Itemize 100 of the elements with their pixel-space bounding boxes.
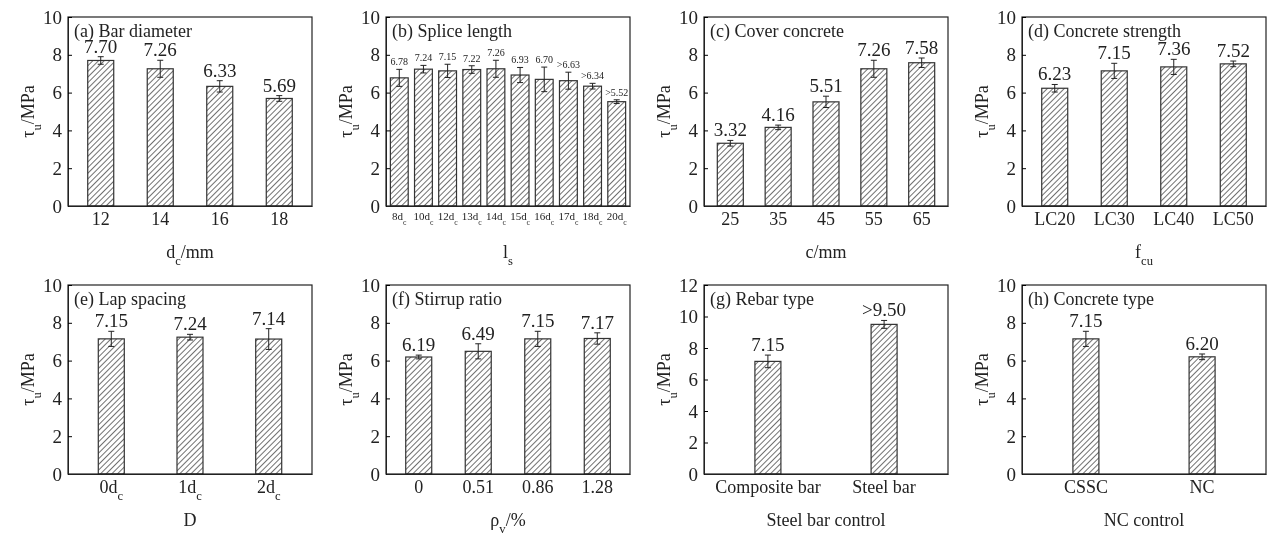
data-label: 7.58	[905, 37, 939, 59]
y-tick-label: 10	[43, 274, 62, 296]
y-tick-label: 8	[52, 44, 62, 66]
y-tick-label: 2	[1006, 425, 1016, 447]
y-tick-label: 8	[370, 312, 380, 334]
chart-title: (c) Cover concrete	[710, 21, 844, 42]
x-tick-label: 10d$_{c}$	[413, 209, 434, 227]
bar	[265, 97, 293, 207]
bar	[908, 62, 936, 207]
y-tick-label: 4	[1006, 387, 1017, 409]
bar	[607, 101, 627, 207]
data-label: 7.52	[1216, 40, 1250, 62]
y-tick-label: 4	[370, 387, 381, 409]
x-axis-title: NC control	[1103, 510, 1185, 530]
x-tick-label: 16d$_{c}$	[534, 209, 555, 227]
bar	[524, 338, 552, 475]
x-tick-label: LC30	[1093, 208, 1135, 229]
y-tick-label: 2	[370, 157, 380, 179]
x-tick-label: 14d$_{c}$	[485, 209, 507, 227]
y-tick-label: 4	[688, 119, 699, 141]
x-tick-label: LC20	[1034, 208, 1076, 229]
chart-title: (h) Concrete type	[1028, 289, 1154, 310]
x-tick-label: 2d$_{c}$	[256, 476, 281, 503]
x-tick-label: 0	[414, 476, 424, 497]
x-tick-label: 16	[210, 208, 229, 229]
x-tick-label: Steel bar	[852, 476, 916, 497]
x-axis-title: Steel bar control	[766, 510, 886, 530]
y-tick-label: 4	[688, 400, 699, 422]
x-tick-label: 8d$_{c}$	[392, 209, 408, 227]
x-tick-label: 1d$_{c}$	[178, 476, 203, 503]
y-tick-label: 8	[1006, 312, 1016, 334]
chart-title: (e) Lap spacing	[74, 289, 186, 310]
y-tick-label: 10	[997, 274, 1016, 296]
x-tick-label: 0.51	[462, 476, 494, 497]
y-tick-label: 2	[52, 157, 62, 179]
bar	[1160, 66, 1188, 207]
data-label: 6.20	[1185, 332, 1219, 354]
x-tick-label: 20d$_{c}$	[606, 209, 628, 227]
x-tick-label: 18d$_{c}$	[582, 209, 604, 227]
bar	[812, 101, 840, 207]
bar	[764, 126, 792, 207]
x-tick-label: 12	[91, 208, 110, 229]
data-label: 6.70	[535, 54, 553, 66]
data-label: 7.15	[751, 334, 785, 356]
data-label: >5.52	[605, 86, 629, 98]
x-axis-title: c/mm	[805, 242, 847, 262]
x-tick-label: 14	[151, 208, 170, 229]
x-tick-label: 65	[912, 208, 931, 229]
data-label: 7.17	[580, 311, 614, 333]
bar	[1219, 63, 1247, 207]
y-tick-label: 2	[688, 432, 698, 454]
data-label: 7.14	[252, 307, 286, 329]
x-tick-label: Composite bar	[715, 476, 821, 497]
bar	[462, 68, 482, 207]
y-tick-label: 6	[688, 82, 698, 104]
y-tick-label: 2	[688, 157, 698, 179]
chart-title: (f) Stirrup ratio	[392, 289, 502, 310]
bar	[405, 356, 433, 475]
x-tick-label: 25	[721, 208, 740, 229]
y-tick-label: 6	[1006, 82, 1016, 104]
bar	[206, 85, 234, 207]
y-tick-label: 6	[370, 82, 380, 104]
data-label: 7.26	[857, 39, 891, 61]
bar	[583, 337, 611, 475]
x-tick-label: 13d$_{c}$	[461, 209, 483, 227]
y-tick-label: 10	[361, 274, 380, 296]
y-tick-label: 4	[1006, 119, 1017, 141]
x-axis-title: l$_{s}$	[503, 242, 514, 268]
y-tick-label: 8	[1006, 44, 1016, 66]
bar	[146, 68, 174, 207]
x-tick-label: 35	[769, 208, 788, 229]
x-tick-label: 0d$_{c}$	[99, 476, 124, 503]
y-tick-label: 2	[1006, 157, 1016, 179]
data-label: 6.19	[402, 334, 436, 356]
bar	[558, 80, 578, 207]
x-tick-label: 1.28	[581, 476, 614, 497]
y-tick-label: 6	[52, 82, 62, 104]
x-tick-label: 18	[270, 208, 289, 229]
bar	[389, 77, 409, 207]
data-label: 6.23	[1038, 63, 1072, 85]
bar	[860, 68, 888, 207]
y-tick-label: 10	[361, 6, 380, 28]
x-tick-label: CSSC	[1063, 476, 1108, 497]
data-label: 7.15	[94, 310, 128, 332]
data-label: >6.34	[580, 70, 605, 82]
bar	[510, 74, 530, 207]
data-label: 7.15	[1097, 42, 1131, 64]
data-label: 5.69	[262, 74, 296, 96]
y-tick-label: 8	[688, 337, 698, 359]
x-axis-title: f$_{cu}$	[1135, 242, 1154, 268]
data-label: 7.15	[521, 310, 555, 332]
x-tick-label: 0.86	[522, 476, 554, 497]
y-tick-label: 8	[688, 44, 698, 66]
x-tick-label: 17d$_{c}$	[558, 209, 579, 227]
data-label: 5.51	[809, 75, 843, 97]
y-tick-label: 4	[52, 387, 63, 409]
x-tick-label: 15d$_{c}$	[510, 209, 531, 227]
data-label: 7.15	[438, 51, 457, 63]
bar	[438, 70, 458, 207]
data-label: 7.24	[414, 52, 433, 64]
